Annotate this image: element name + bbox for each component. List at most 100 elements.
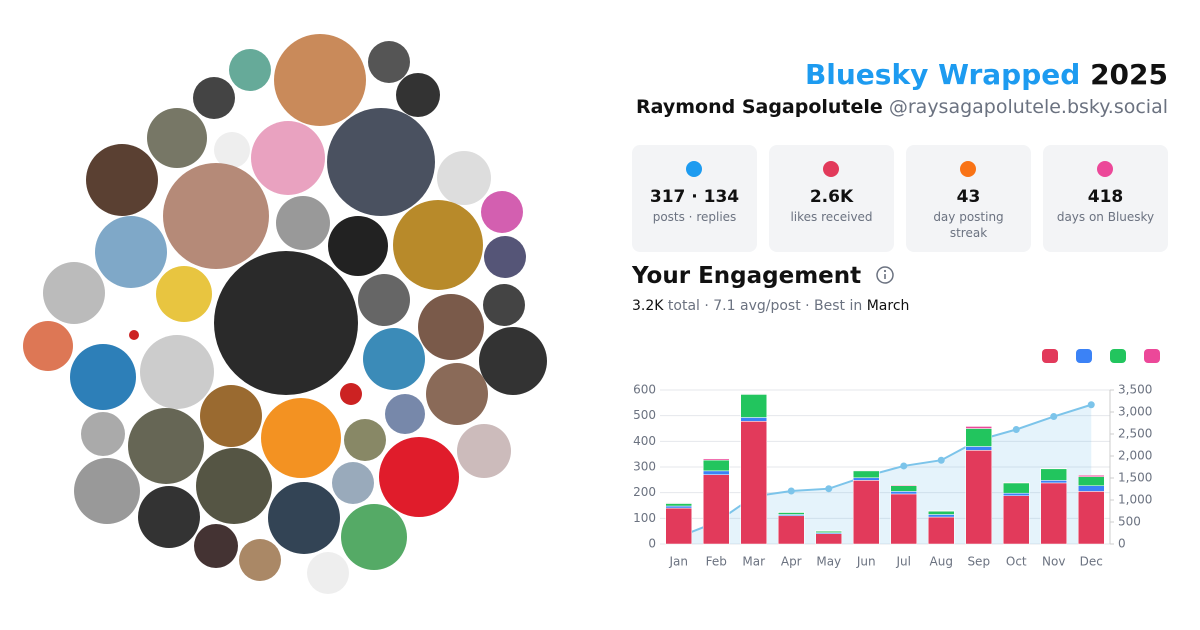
total: 3.2K xyxy=(632,298,664,314)
x-tick-label: Oct xyxy=(1006,555,1027,569)
bar-segment xyxy=(1003,495,1030,545)
avatar xyxy=(479,327,547,395)
bar-segment xyxy=(1040,480,1067,484)
avatar xyxy=(332,462,374,504)
avatar xyxy=(396,73,440,117)
bar-segment xyxy=(890,484,917,486)
avatar xyxy=(418,294,484,360)
bar-segment xyxy=(1040,482,1067,545)
avatar xyxy=(214,132,250,168)
bar-segment xyxy=(853,480,880,545)
bar-segment xyxy=(703,474,730,545)
engagement-title: Your Engagement xyxy=(632,263,862,289)
avatar xyxy=(229,49,271,91)
bar-segment xyxy=(740,394,767,418)
bar-segment xyxy=(928,510,955,515)
stat-icon xyxy=(823,161,839,177)
stat-card: 418 days on Bluesky xyxy=(1043,145,1168,252)
year: 2025 xyxy=(1090,58,1168,91)
bar-segment xyxy=(1003,482,1030,494)
stat-card: 2.6K likes received xyxy=(769,145,894,252)
bar-segment xyxy=(965,446,992,451)
bar-segment xyxy=(853,470,880,472)
engagement-summary: 3.2K total · 7.1 avg/post · Best in Marc… xyxy=(632,298,909,314)
x-tick-label: Mar xyxy=(742,555,765,569)
bar-segment xyxy=(853,477,880,481)
bar-segment xyxy=(928,516,955,545)
avatar xyxy=(261,398,341,478)
bar-segment xyxy=(740,393,767,395)
bar-segment xyxy=(928,510,955,512)
line-point xyxy=(1050,413,1058,421)
bar-segment xyxy=(1078,485,1105,492)
bar-segment xyxy=(665,502,692,504)
legend-icon[interactable] xyxy=(1110,349,1126,363)
bar-segment xyxy=(778,511,805,513)
stat-card: 317 · 134 posts · replies xyxy=(632,145,757,252)
y2-tick-label: 2,500 xyxy=(1118,427,1152,441)
user-name: Raymond Sagapolutele xyxy=(635,96,883,118)
stat-label: likes received xyxy=(790,210,873,224)
avatar xyxy=(147,108,207,168)
legend-icon[interactable] xyxy=(1042,349,1058,363)
bar-segment xyxy=(1003,492,1030,496)
avatar xyxy=(344,419,386,461)
avatar-cloud xyxy=(23,34,547,594)
bar-segment xyxy=(965,426,992,429)
avatar xyxy=(251,121,325,195)
y2-tick-label: 1,000 xyxy=(1118,493,1152,507)
y2-tick-label: 0 xyxy=(1118,537,1126,551)
bar-segment xyxy=(890,491,917,495)
info-icon[interactable] xyxy=(875,265,895,285)
stat-icon xyxy=(960,161,976,177)
stat-card: 43 day posting streak xyxy=(906,145,1031,252)
y-tick-label: 0 xyxy=(648,537,656,551)
bar-segment xyxy=(1040,468,1067,481)
avatar xyxy=(358,274,410,326)
avatar xyxy=(196,448,272,524)
bar-segment xyxy=(1078,476,1105,486)
avatar xyxy=(194,524,238,568)
avatar xyxy=(193,77,235,119)
y-tick-label: 400 xyxy=(633,434,656,448)
avatar xyxy=(43,262,105,324)
avatar xyxy=(327,108,435,216)
avatar xyxy=(393,200,483,290)
avatar xyxy=(379,437,459,517)
x-tick-label: Aug xyxy=(930,555,953,569)
avatar xyxy=(363,328,425,390)
summary: total · 7.1 avg/post · Best in xyxy=(667,298,863,314)
avatar xyxy=(140,335,214,409)
bar-segment xyxy=(965,428,992,447)
stat-value: 418 xyxy=(1087,187,1124,207)
avatar xyxy=(70,344,136,410)
x-tick-label: May xyxy=(816,555,841,569)
stat-label: day posting streak xyxy=(933,210,1004,240)
y-tick-label: 200 xyxy=(633,485,656,499)
avatar xyxy=(481,191,523,233)
line-point xyxy=(787,487,795,495)
x-tick-label: Jul xyxy=(896,555,911,569)
avatar xyxy=(437,151,491,205)
bar-segment xyxy=(703,470,730,475)
brand: Bluesky Wrapped xyxy=(804,58,1081,91)
bar-segment xyxy=(1040,468,1067,470)
legend-icon[interactable] xyxy=(1144,349,1160,363)
avatar xyxy=(426,363,488,425)
legend-icon[interactable] xyxy=(1076,349,1092,363)
x-tick-label: Dec xyxy=(1080,555,1103,569)
bar-segment xyxy=(853,470,880,479)
y-tick-label: 600 xyxy=(633,383,656,397)
line-point xyxy=(937,456,945,464)
y2-tick-label: 3,000 xyxy=(1118,405,1152,419)
avatar xyxy=(81,412,125,456)
avatar xyxy=(129,330,139,340)
x-tick-label: Apr xyxy=(781,555,802,569)
avatar xyxy=(341,504,407,570)
best-month: March xyxy=(866,298,910,314)
stat-value: 43 xyxy=(956,187,981,207)
avatar xyxy=(30,394,82,446)
bar-segment xyxy=(703,458,730,461)
avatar xyxy=(239,539,281,581)
chart: 0 100 200 300 400 500 600 0 500 1,000 1,500 2,000 2,… xyxy=(633,349,1160,569)
